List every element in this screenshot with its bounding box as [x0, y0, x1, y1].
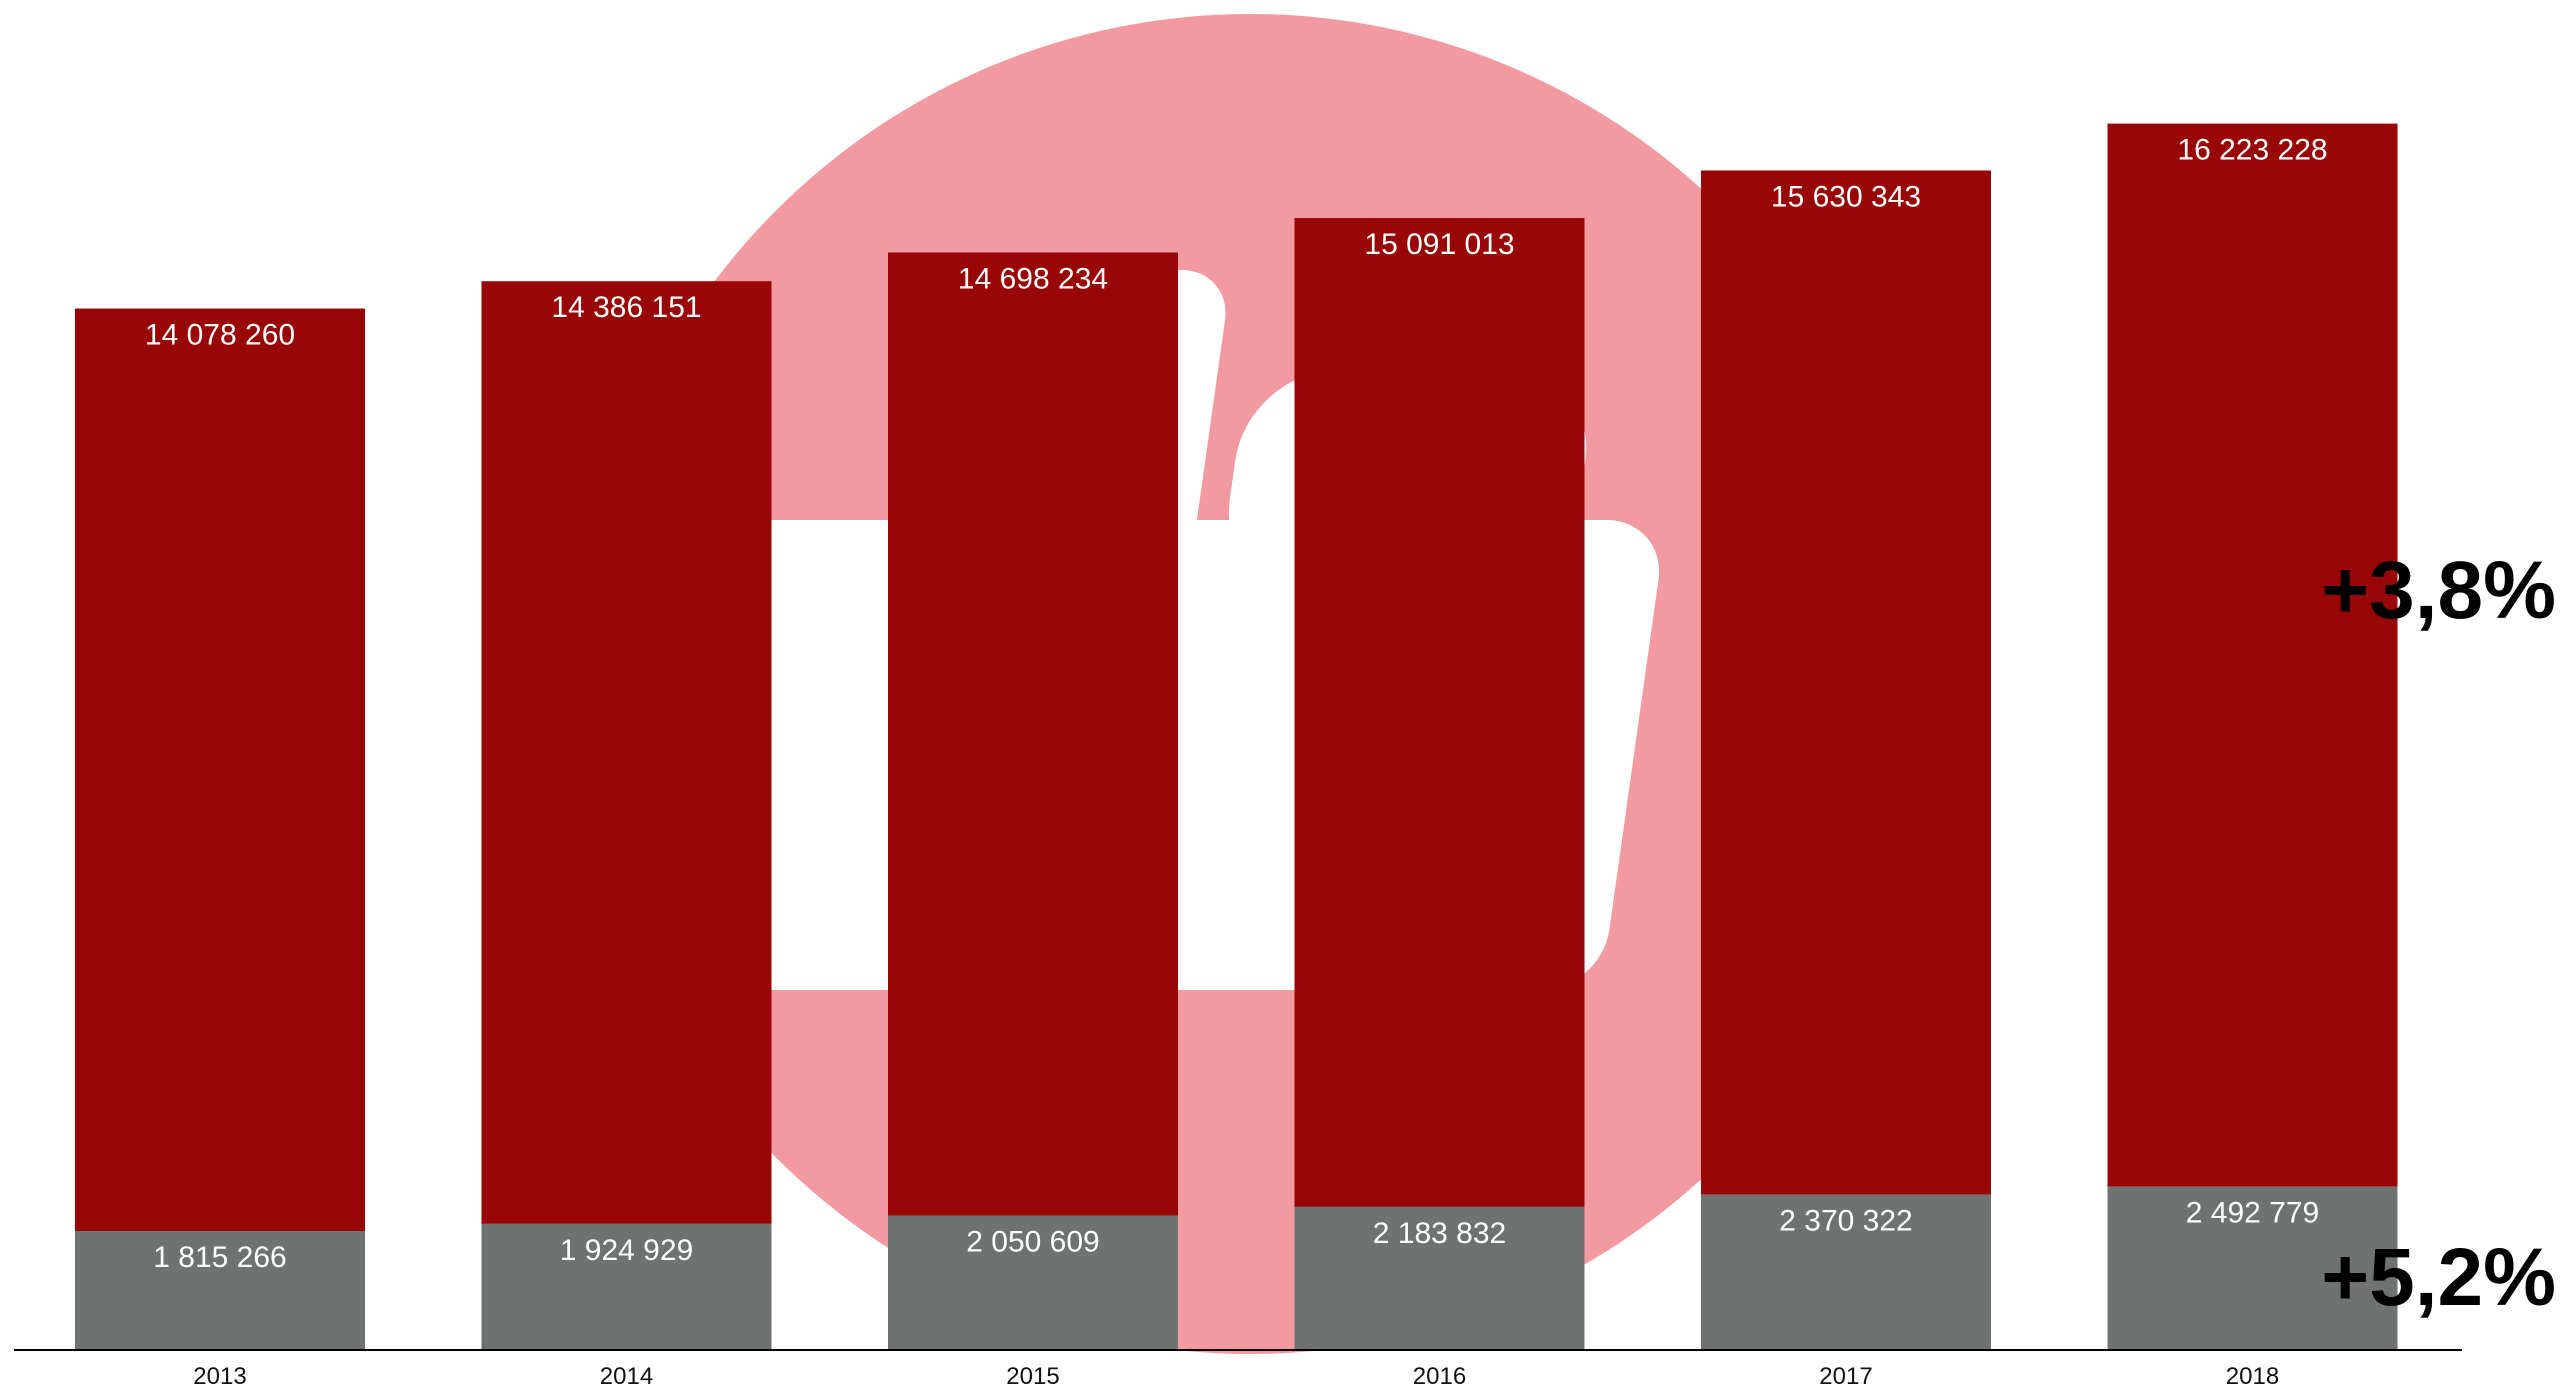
data-label-upper-2015: 14 698 234	[958, 263, 1108, 296]
bar-lower-2015	[888, 1215, 1178, 1350]
x-axis: 2013 2014 2015 2016 2017 2018	[14, 1349, 2462, 1390]
data-label-upper-2017: 15 630 343	[1771, 180, 1921, 213]
data-label-lower-2013: 1 815 266	[153, 1241, 286, 1274]
data-label-lower-2014: 1 924 929	[560, 1234, 693, 1267]
bar-upper-2013	[75, 308, 365, 1232]
x-tick-label-2014: 2014	[600, 1363, 653, 1390]
bar-lower-2018	[2107, 1186, 2398, 1350]
x-tick-label-2013: 2013	[193, 1363, 246, 1390]
bar-lower-2016	[1294, 1206, 1585, 1350]
data-label-lower-2015: 2 050 609	[966, 1226, 1099, 1259]
growth-annotation-lower: +5,2%	[2321, 1232, 2556, 1323]
bar-upper-2015	[888, 252, 1178, 1216]
x-tick-label-2015: 2015	[1006, 1363, 1059, 1390]
bar-upper-2014	[481, 281, 772, 1224]
bar-upper-2017	[1701, 170, 1991, 1195]
x-tick-label-2016: 2016	[1413, 1363, 1466, 1390]
data-label-upper-2016: 15 091 013	[1364, 228, 1514, 261]
x-tick-label-2017: 2017	[1819, 1363, 1872, 1390]
bar-lower-2014	[481, 1223, 772, 1350]
data-label-upper-2018: 16 223 228	[2177, 134, 2327, 167]
data-label-lower-2016: 2 183 832	[1373, 1217, 1506, 1250]
bar-upper-2018	[2107, 123, 2398, 1187]
bar-lower-2013	[75, 1231, 365, 1350]
data-label-upper-2014: 14 386 151	[551, 291, 701, 324]
bar-upper-2016	[1294, 218, 1585, 1207]
data-label-lower-2017: 2 370 322	[1779, 1205, 1912, 1238]
data-label-lower-2018: 2 492 779	[2186, 1197, 2319, 1230]
data-label-upper-2013: 14 078 260	[145, 319, 295, 352]
x-tick-label-2018: 2018	[2226, 1363, 2279, 1390]
bar-lower-2017	[1701, 1194, 1991, 1350]
bar-group: 14 078 260 1 815 266 14 386 151 1 924 929 14…	[75, 123, 2398, 1350]
growth-annotation-upper: +3,8%	[2321, 545, 2556, 636]
growth-annotations: +3,8% +5,2%	[2321, 545, 2556, 1323]
